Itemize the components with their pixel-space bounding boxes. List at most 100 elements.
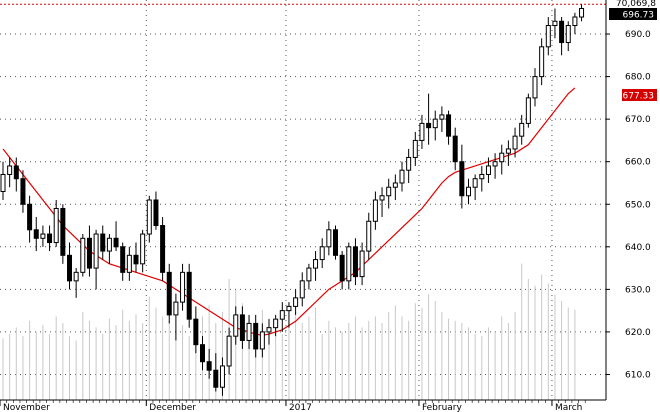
candle-body <box>293 297 299 307</box>
candle <box>279 302 285 332</box>
candle <box>525 93 531 128</box>
candle <box>7 157 13 188</box>
candle-body <box>27 203 33 231</box>
candle-body <box>47 233 53 244</box>
y-tick-label: 640.0 <box>625 243 651 253</box>
moving-average-box <box>622 89 657 101</box>
candle-body <box>113 237 119 248</box>
candle-body <box>452 135 458 163</box>
candle <box>339 251 345 290</box>
candle <box>67 242 72 290</box>
candle <box>206 348 212 379</box>
candle-body <box>532 76 538 99</box>
candle <box>392 174 398 200</box>
candle-body <box>479 173 485 180</box>
candle-body <box>20 178 26 205</box>
candle-body <box>259 331 265 350</box>
candle-body <box>93 233 99 269</box>
candle-body <box>346 246 352 282</box>
candle <box>213 353 219 392</box>
candle-body <box>233 314 239 337</box>
candle-body <box>525 97 531 124</box>
candle-body <box>399 169 405 184</box>
candle-body <box>200 344 205 363</box>
y-tick-label: 650.0 <box>625 200 651 210</box>
candle-body <box>499 152 505 163</box>
candle <box>326 221 332 256</box>
candle <box>93 229 99 290</box>
candle-body <box>492 161 498 167</box>
candle <box>472 174 478 200</box>
candle-body <box>186 271 192 320</box>
candle <box>60 204 66 264</box>
candle-body <box>459 161 465 197</box>
candle-body <box>279 310 285 320</box>
candle-body <box>485 165 491 175</box>
candle-body <box>539 46 545 78</box>
candle <box>512 127 518 158</box>
candle-body <box>153 199 159 227</box>
candle-body <box>372 199 378 222</box>
candle <box>452 127 458 171</box>
candle-body <box>446 114 452 137</box>
candle <box>386 178 392 209</box>
candle-body <box>552 20 558 27</box>
candle <box>352 238 358 286</box>
candle-body <box>426 122 432 129</box>
candle-body <box>40 233 46 239</box>
candle <box>273 314 279 337</box>
candle <box>319 238 325 269</box>
time-axis: NovemberDecember2017FebruaryMarchApril <box>0 400 586 412</box>
candle <box>73 268 79 298</box>
candle <box>299 272 305 307</box>
candle <box>180 263 186 311</box>
candle <box>446 110 452 145</box>
price-axis: 610.0 620.0 630.0 640.0 650.0 660.0 670.0 680.0… <box>606 30 651 380</box>
candle-body <box>140 233 146 265</box>
candle <box>379 187 385 218</box>
candle-body <box>53 208 59 244</box>
candle <box>572 12 578 35</box>
candle-body <box>160 225 166 273</box>
candle-body <box>366 220 372 252</box>
candle-body <box>273 318 279 329</box>
y-tick-label: 670.0 <box>625 115 651 125</box>
candle-body <box>180 271 186 303</box>
y-tick-label: 660.0 <box>625 158 651 168</box>
candle-body <box>286 305 292 312</box>
candle <box>153 191 159 230</box>
candle <box>146 195 152 243</box>
candle <box>226 327 232 375</box>
candle-body <box>100 233 106 252</box>
candle <box>485 157 491 183</box>
candle <box>246 314 252 349</box>
candle <box>426 93 432 145</box>
candle <box>186 263 192 328</box>
candle-body <box>419 122 425 141</box>
candle <box>86 225 92 277</box>
x-tick-label: December <box>149 403 196 412</box>
candle-body <box>326 229 332 248</box>
candle <box>100 225 106 260</box>
candle <box>253 314 259 358</box>
candle <box>47 225 53 252</box>
candle-body <box>519 122 525 137</box>
candle <box>406 148 412 183</box>
candle <box>333 225 338 260</box>
candle <box>519 114 525 145</box>
candle-body <box>226 335 232 367</box>
candle <box>505 140 511 166</box>
candle-body <box>193 318 199 346</box>
candle-body <box>306 267 312 282</box>
candle-body <box>412 139 418 158</box>
candle-body <box>406 156 412 171</box>
candle-body <box>219 365 225 388</box>
candle <box>0 161 6 200</box>
candle-body <box>239 314 245 341</box>
candle <box>140 229 146 273</box>
y-tick-label: 680.0 <box>625 73 651 83</box>
candle <box>53 200 59 247</box>
candle <box>313 251 319 281</box>
candle <box>239 306 245 349</box>
